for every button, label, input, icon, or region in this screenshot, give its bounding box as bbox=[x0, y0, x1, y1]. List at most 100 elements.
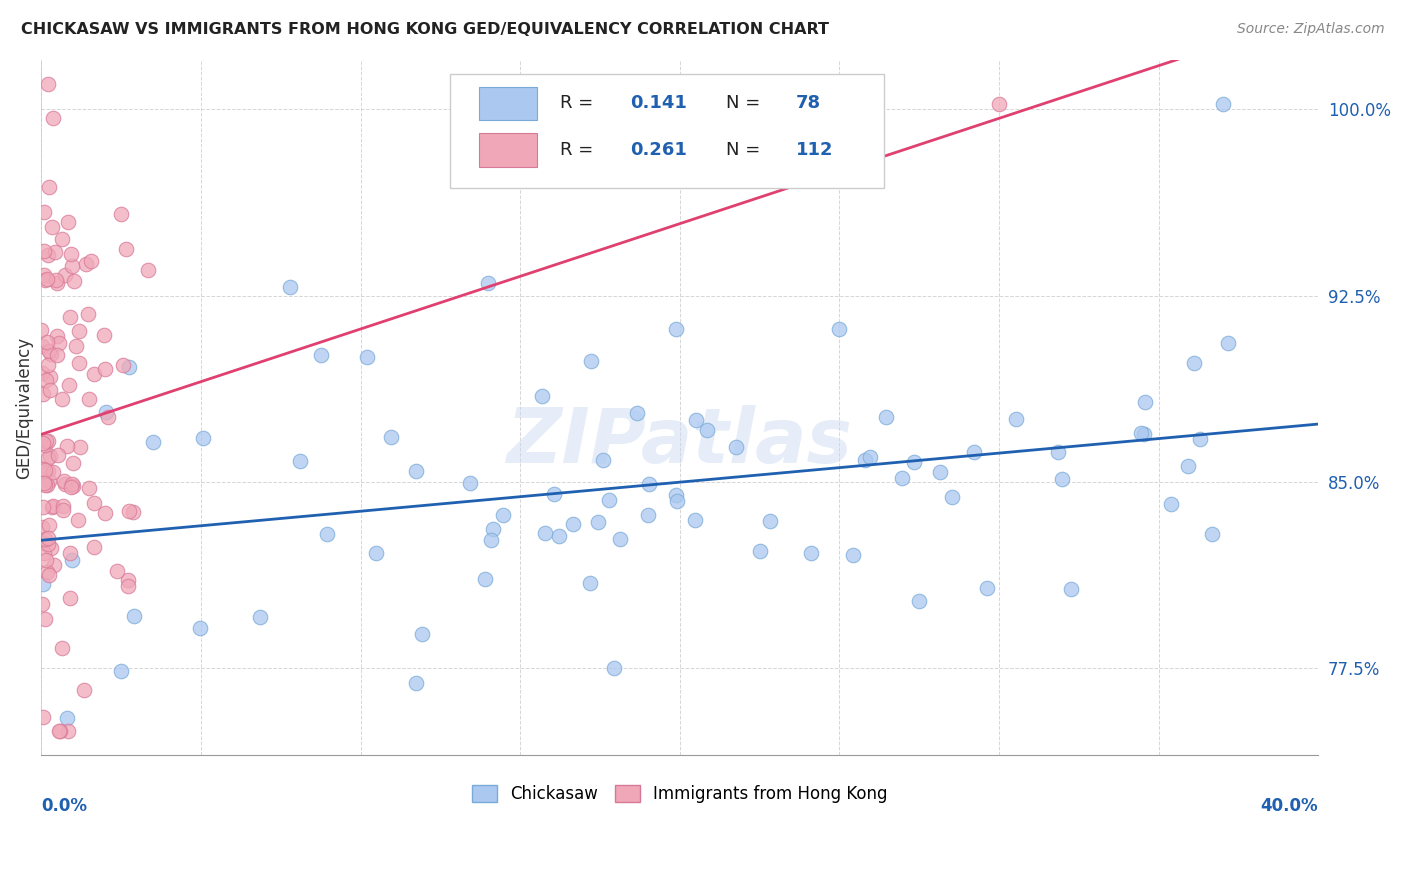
Point bbox=[105, 565, 128, 579]
Text: 0.0%: 0.0% bbox=[41, 797, 87, 815]
Point bbox=[34, 477, 56, 491]
Point bbox=[988, 97, 1011, 112]
Text: 40.0%: 40.0% bbox=[1261, 797, 1319, 815]
Point bbox=[67, 324, 90, 338]
Point bbox=[1211, 97, 1233, 112]
Text: R =: R = bbox=[560, 141, 599, 159]
Point bbox=[59, 247, 82, 261]
Point bbox=[31, 520, 53, 534]
Point bbox=[114, 242, 136, 256]
Point bbox=[97, 409, 120, 424]
Point bbox=[531, 389, 554, 403]
Point bbox=[53, 474, 76, 488]
Point bbox=[46, 448, 69, 462]
Point bbox=[749, 544, 772, 558]
Point bbox=[62, 479, 84, 493]
Point bbox=[65, 339, 87, 353]
Point bbox=[32, 546, 55, 560]
Text: N =: N = bbox=[725, 95, 766, 112]
Point bbox=[638, 477, 661, 491]
Point bbox=[474, 572, 496, 586]
Point bbox=[48, 723, 70, 738]
Point bbox=[34, 273, 56, 287]
Y-axis label: GED/Equivalency: GED/Equivalency bbox=[15, 336, 32, 478]
Point bbox=[37, 358, 59, 372]
Point bbox=[51, 641, 73, 656]
Point bbox=[60, 552, 83, 566]
Point bbox=[405, 465, 427, 479]
Point bbox=[59, 310, 82, 325]
Point bbox=[66, 513, 89, 527]
Point bbox=[547, 529, 569, 543]
Point bbox=[190, 621, 212, 635]
Point bbox=[83, 496, 105, 510]
Point bbox=[38, 369, 60, 384]
FancyBboxPatch shape bbox=[450, 73, 884, 188]
Point bbox=[37, 537, 59, 551]
Text: 0.261: 0.261 bbox=[630, 141, 688, 159]
Point bbox=[37, 450, 59, 465]
Point bbox=[290, 454, 312, 468]
Point bbox=[637, 508, 659, 522]
Point bbox=[59, 546, 82, 560]
Point bbox=[39, 541, 62, 556]
Point bbox=[34, 434, 56, 449]
Point bbox=[45, 276, 67, 290]
Point bbox=[60, 480, 83, 494]
Point bbox=[592, 453, 614, 467]
Point bbox=[45, 273, 67, 287]
Point bbox=[52, 499, 75, 513]
Point bbox=[479, 533, 502, 548]
Point bbox=[1201, 527, 1223, 541]
Point bbox=[533, 526, 555, 541]
Point bbox=[53, 268, 76, 283]
Point bbox=[45, 348, 67, 362]
Point bbox=[32, 205, 55, 219]
Text: N =: N = bbox=[725, 141, 766, 159]
Point bbox=[1129, 425, 1152, 440]
Point bbox=[60, 477, 83, 491]
Point bbox=[63, 274, 86, 288]
Point bbox=[603, 661, 626, 675]
Point bbox=[69, 441, 91, 455]
Point bbox=[477, 277, 499, 291]
Point bbox=[278, 280, 301, 294]
Point bbox=[41, 347, 63, 361]
Point bbox=[83, 367, 105, 381]
Point bbox=[35, 478, 58, 492]
Point bbox=[42, 465, 65, 479]
Point bbox=[903, 455, 925, 469]
Point bbox=[37, 272, 59, 286]
Point bbox=[118, 504, 141, 518]
Point bbox=[60, 259, 83, 273]
Point bbox=[38, 344, 60, 359]
Point bbox=[1177, 458, 1199, 473]
Point bbox=[46, 328, 69, 343]
Bar bbox=[479, 133, 537, 167]
Point bbox=[890, 471, 912, 485]
Point bbox=[685, 413, 707, 427]
Point bbox=[34, 463, 56, 477]
Point bbox=[35, 553, 58, 567]
Point bbox=[32, 577, 55, 591]
Point bbox=[1133, 427, 1156, 442]
Point bbox=[191, 431, 214, 445]
Point bbox=[35, 566, 58, 580]
Point bbox=[976, 581, 998, 595]
Point bbox=[122, 608, 145, 623]
Point bbox=[83, 540, 105, 554]
Point bbox=[80, 253, 103, 268]
Point bbox=[1005, 412, 1028, 426]
Point bbox=[48, 336, 70, 351]
Point bbox=[94, 362, 117, 376]
Text: ZIPatlas: ZIPatlas bbox=[506, 405, 853, 479]
Point bbox=[366, 546, 388, 560]
Point bbox=[458, 475, 481, 490]
Point bbox=[53, 477, 76, 491]
Text: Source: ZipAtlas.com: Source: ZipAtlas.com bbox=[1237, 22, 1385, 37]
Point bbox=[908, 594, 931, 608]
Point bbox=[37, 434, 59, 448]
Point bbox=[1059, 582, 1081, 597]
Point bbox=[110, 207, 132, 221]
Point bbox=[56, 711, 79, 725]
